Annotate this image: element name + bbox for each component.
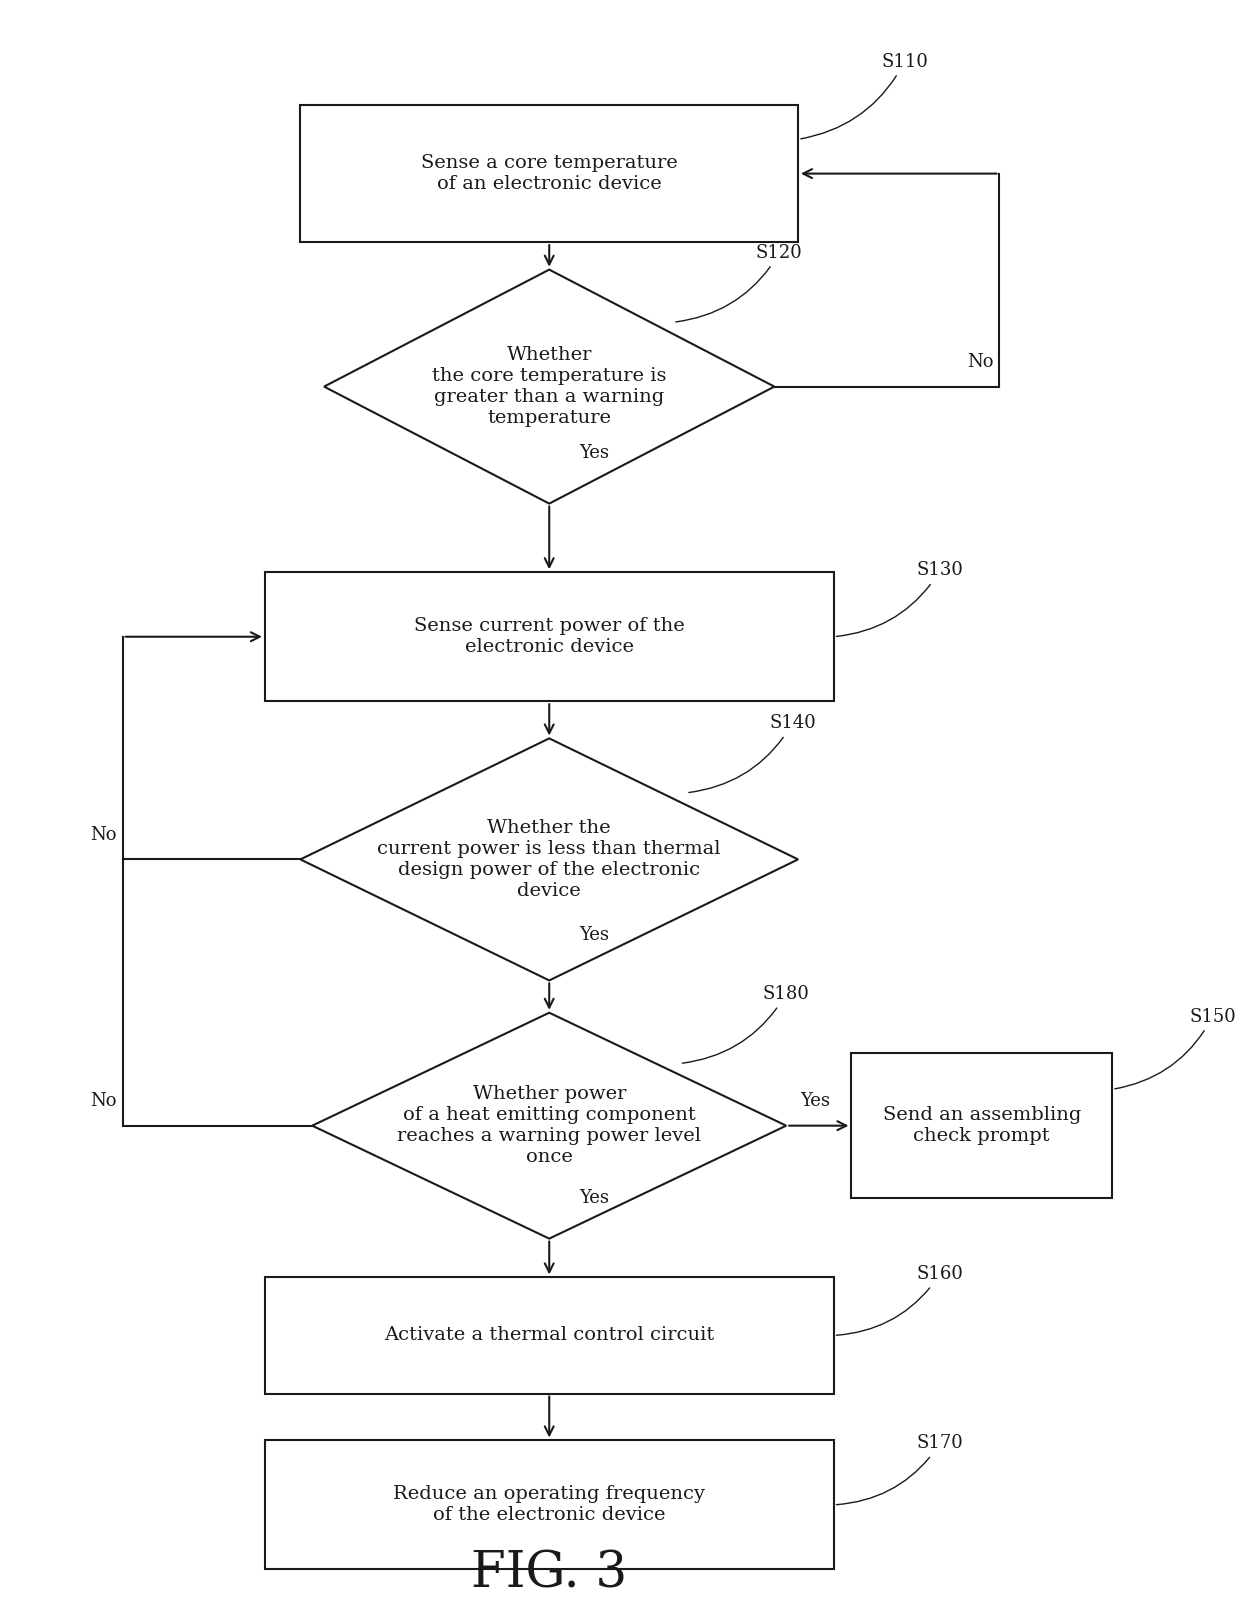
Text: Whether the
current power is less than thermal
design power of the electronic
de: Whether the current power is less than t… (377, 819, 720, 900)
Text: No: No (967, 354, 993, 371)
Polygon shape (300, 738, 799, 980)
FancyBboxPatch shape (265, 573, 833, 701)
Text: Yes: Yes (579, 926, 609, 944)
Text: S120: S120 (676, 243, 802, 321)
Polygon shape (324, 269, 774, 503)
Text: S150: S150 (1115, 1007, 1236, 1088)
FancyBboxPatch shape (265, 1278, 833, 1393)
Text: Send an assembling
check prompt: Send an assembling check prompt (883, 1106, 1081, 1145)
Text: S160: S160 (837, 1265, 963, 1335)
Text: Yes: Yes (801, 1092, 831, 1111)
Text: S170: S170 (837, 1434, 963, 1505)
Text: Yes: Yes (579, 1189, 609, 1207)
Polygon shape (312, 1012, 786, 1239)
Text: S110: S110 (801, 52, 928, 139)
Text: No: No (91, 1092, 117, 1111)
Text: No: No (91, 826, 117, 843)
Text: Yes: Yes (579, 444, 609, 462)
Text: Whether power
of a heat emitting component
reaches a warning power level
once: Whether power of a heat emitting compone… (397, 1085, 702, 1166)
FancyBboxPatch shape (300, 105, 799, 242)
FancyBboxPatch shape (852, 1053, 1112, 1199)
Text: Whether
the core temperature is
greater than a warning
temperature: Whether the core temperature is greater … (432, 347, 666, 427)
Text: S140: S140 (689, 714, 816, 793)
FancyBboxPatch shape (265, 1440, 833, 1570)
Text: S180: S180 (682, 985, 810, 1062)
Text: Reduce an operating frequency
of the electronic device: Reduce an operating frequency of the ele… (393, 1486, 706, 1525)
Text: Activate a thermal control circuit: Activate a thermal control circuit (384, 1327, 714, 1345)
Text: FIG. 3: FIG. 3 (471, 1549, 627, 1598)
Text: Sense current power of the
electronic device: Sense current power of the electronic de… (414, 618, 684, 657)
Text: S130: S130 (836, 561, 963, 636)
Text: Sense a core temperature
of an electronic device: Sense a core temperature of an electroni… (420, 154, 677, 193)
